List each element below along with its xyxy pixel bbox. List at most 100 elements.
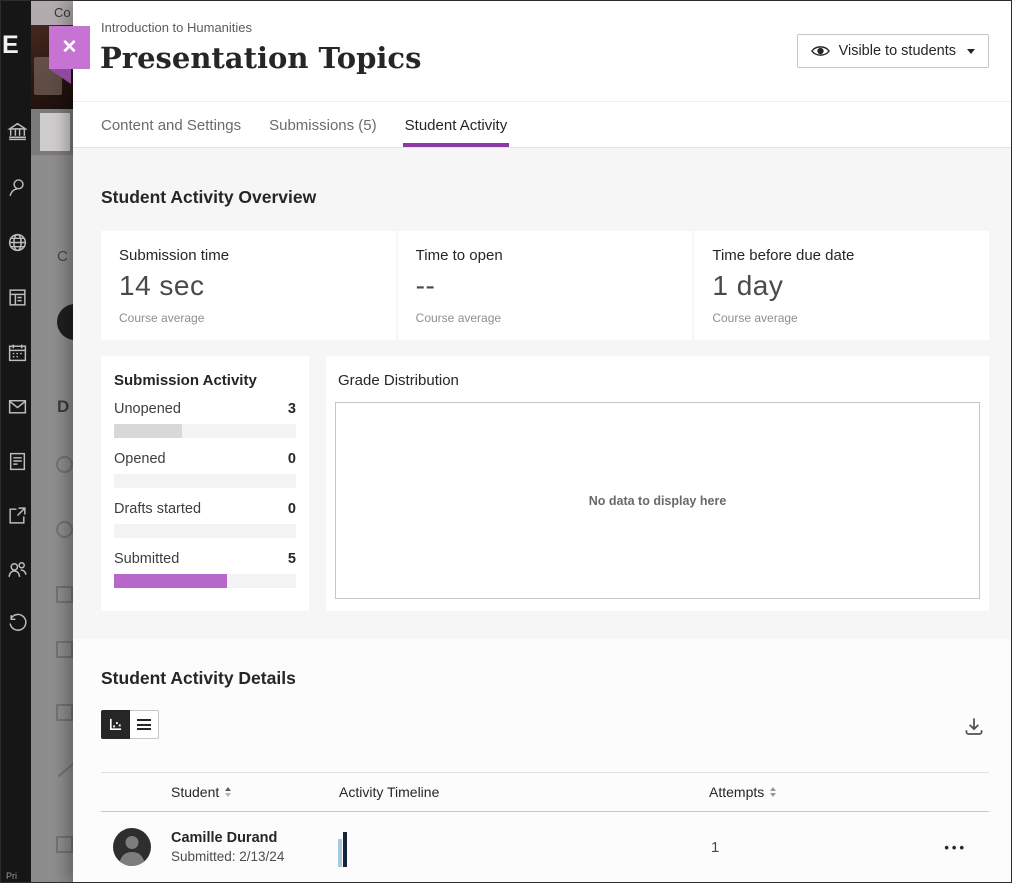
activity-bar-fill: [114, 574, 227, 588]
backdrop-avatar: [57, 304, 73, 340]
attempts-cell: 1: [711, 838, 720, 856]
stat-caption: Course average: [415, 311, 502, 325]
activity-bar-track: [114, 524, 296, 538]
activity-item-submitted: Submitted 5: [114, 551, 296, 588]
student-name[interactable]: Camille Durand: [171, 830, 278, 846]
activity-item-opened: Opened 0: [114, 451, 296, 488]
download-button[interactable]: [961, 713, 987, 741]
details-section: Student Activity Details: [73, 639, 1011, 882]
activity-bar-track: [114, 574, 296, 588]
activity-timeline-cell: [335, 827, 707, 867]
stat-card-time-to-open: Time to open -- Course average: [397, 231, 693, 340]
grades-icon[interactable]: [7, 451, 28, 472]
activity-item-drafts: Drafts started 0: [114, 501, 296, 538]
organizations-icon[interactable]: [7, 287, 28, 308]
submission-activity-title: Submission Activity: [114, 372, 257, 389]
global-nav-rail: E Pri: [1, 1, 31, 882]
backdrop-box-icon: [56, 836, 73, 853]
column-header-activity-timeline: Activity Timeline: [339, 784, 440, 800]
tab-student-activity[interactable]: Student Activity: [402, 102, 510, 147]
details-heading: Student Activity Details: [101, 668, 296, 688]
list-view-button[interactable]: [130, 710, 159, 739]
activity-label: Drafts started: [114, 501, 202, 517]
submission-activity-panel: Submission Activity Unopened 3 Opened: [101, 356, 309, 611]
activity-bar-track: [114, 424, 296, 438]
list-icon: [137, 719, 151, 730]
column-header-attempts[interactable]: Attempts: [707, 784, 929, 800]
activity-count: 5: [287, 551, 296, 567]
chart-view-button[interactable]: [101, 710, 130, 739]
eye-icon: [810, 46, 830, 56]
backdrop-lock-icon: [56, 641, 73, 658]
row-options-button[interactable]: •••: [944, 839, 967, 855]
timeline-bar: [343, 832, 347, 867]
student-cell: Camille Durand Submitted: 2/13/24: [163, 830, 335, 864]
stat-card-submission-time: Submission time 14 sec Course average: [101, 231, 396, 340]
tab-submissions[interactable]: Submissions (5): [269, 117, 377, 134]
globe-icon[interactable]: [7, 232, 28, 253]
activity-label: Submitted: [114, 551, 180, 567]
visibility-label: Visible to students: [838, 43, 956, 59]
stat-label: Time to open: [415, 247, 503, 264]
stat-caption: Course average: [119, 311, 205, 325]
backdrop-card: [31, 109, 73, 155]
messages-icon[interactable]: [7, 396, 28, 417]
sort-icon: [770, 787, 777, 797]
groups-icon[interactable]: [7, 559, 28, 580]
tab-bar: Content and Settings Submissions (5) Stu…: [73, 101, 1011, 148]
grade-distribution-chart-area: No data to display here: [335, 402, 980, 599]
privacy-link[interactable]: Pri: [6, 871, 17, 881]
panel-header: Introduction to Humanities Presentation …: [73, 1, 1011, 101]
stat-value: 14 sec: [119, 270, 205, 301]
page-title: Presentation Topics: [100, 41, 422, 75]
backdrop-image-icon: [56, 586, 73, 603]
empty-state-message: No data to display here: [588, 493, 727, 508]
activity-label: Unopened: [114, 401, 181, 417]
stat-card-time-before-due: Time before due date 1 day Course averag…: [694, 231, 990, 340]
student-submission-status: Submitted: 2/13/24: [171, 849, 285, 864]
stat-caption: Course average: [712, 311, 798, 325]
sort-icon: [225, 787, 232, 797]
table-row[interactable]: Camille Durand Submitted: 2/13/24 1 •••: [101, 812, 989, 882]
chevron-down-icon: [967, 48, 975, 54]
recent-activity-icon[interactable]: [7, 613, 28, 634]
calendar-icon[interactable]: [7, 342, 28, 363]
close-panel-button[interactable]: ✕: [49, 26, 90, 69]
backdrop-text-fragment: Co: [54, 5, 71, 20]
close-button-fold: [49, 69, 71, 84]
activity-bar-fill: [114, 424, 183, 438]
avatar: [113, 828, 151, 866]
table-header: Student Activity Timeline Attempts: [101, 772, 989, 812]
stat-value: --: [415, 270, 436, 301]
assessment-panel: Introduction to Humanities Presentation …: [73, 1, 1011, 882]
activity-item-unopened: Unopened 3: [114, 401, 296, 438]
app-logo: E: [2, 31, 19, 59]
activity-count: 0: [287, 501, 296, 517]
student-activity-table: Student Activity Timeline Attempts: [101, 772, 989, 882]
activity-stream-icon[interactable]: [7, 505, 28, 526]
timeline-bar: [338, 839, 342, 867]
backdrop-person-icon: [56, 456, 73, 473]
dimmed-backdrop: Co C D: [31, 1, 73, 882]
breadcrumb-course-name[interactable]: Introduction to Humanities: [101, 20, 253, 35]
stat-value: 1 day: [712, 270, 784, 301]
visibility-dropdown-button[interactable]: Visible to students: [796, 34, 989, 68]
backdrop-clock-icon: [56, 521, 73, 538]
stat-label: Time before due date: [712, 247, 855, 264]
tab-content-and-settings[interactable]: Content and Settings: [101, 117, 242, 134]
backdrop-text-fragment: D: [57, 397, 70, 416]
column-header-student[interactable]: Student: [163, 784, 335, 800]
download-icon: [965, 718, 983, 735]
stat-cards-row: Submission time 14 sec Course average Ti…: [101, 231, 990, 340]
grade-distribution-panel: Grade Distribution No data to display he…: [326, 356, 989, 611]
institution-icon[interactable]: [7, 121, 28, 142]
backdrop-pencil-icon: [57, 762, 73, 778]
activity-bar-track: [114, 474, 296, 488]
backdrop-header: Co: [31, 1, 73, 25]
profile-icon[interactable]: [7, 177, 28, 198]
activity-label: Opened: [114, 451, 166, 467]
view-toggle: [101, 710, 159, 739]
chart-icon: [109, 718, 122, 731]
overview-section: Student Activity Overview Submission tim…: [73, 148, 1011, 639]
